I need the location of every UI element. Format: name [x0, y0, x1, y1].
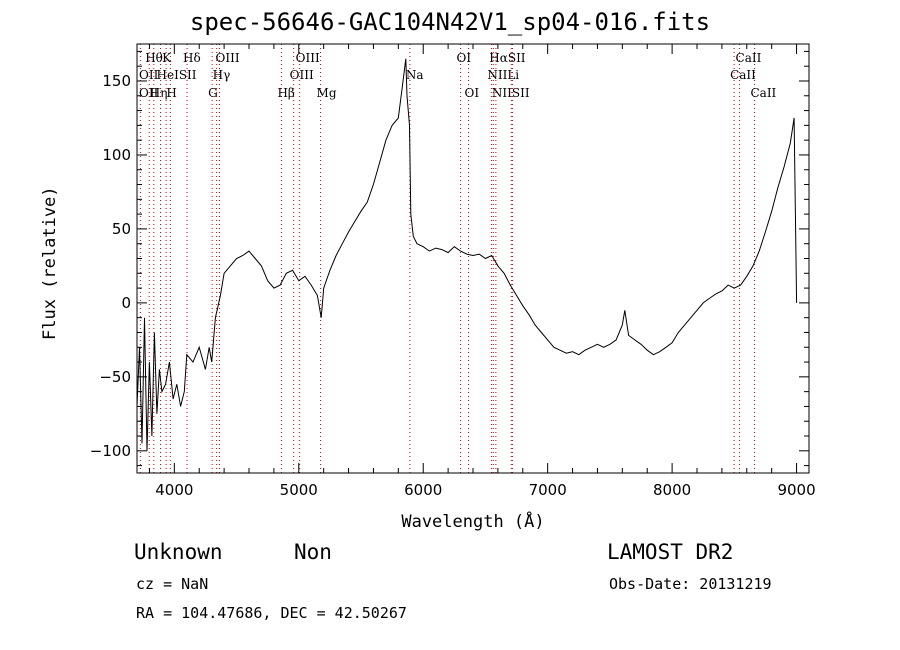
series-layer — [136, 58, 798, 451]
x-tick-label: 5000 — [280, 481, 318, 499]
cz-value: cz = NaN — [136, 575, 209, 593]
y-axis-label: Flux (relative) — [40, 186, 60, 340]
spectral-line-label: G — [208, 86, 218, 100]
spectral-line-label: OI — [465, 86, 480, 100]
chart-title: spec-56646-GAC104N42V1_sp04-016.fits — [189, 8, 711, 36]
spectral-line-label: Hη — [150, 86, 168, 100]
x-tick-label: 8000 — [653, 481, 691, 499]
spectral-line-label: Hγ — [213, 68, 231, 82]
survey-label: LAMOST DR2 — [607, 540, 734, 564]
spectral-line-label: Mg — [317, 86, 337, 100]
spectral-line-label: NIISII — [492, 86, 530, 100]
spectral-line-label: Hθ — [145, 51, 163, 65]
coordinates: RA = 104.47686, DEC = 42.50267 — [136, 604, 407, 622]
spectral-line-label: HαSII — [489, 51, 526, 65]
spectral-line-label: OIII — [216, 51, 240, 65]
x-axis-label: Wavelength (Å) — [401, 512, 545, 532]
x-tick-label: 4000 — [155, 481, 193, 499]
spectral-line-label: Hδ — [183, 51, 201, 65]
y-tick-label: 100 — [102, 146, 131, 164]
spectral-line-label: OIII — [296, 51, 320, 65]
x-tick-label: 9000 — [777, 481, 815, 499]
spectral-line-label: CaII — [730, 68, 756, 82]
y-axis: −100 −50 0 50 100 150 — [90, 50, 809, 467]
spectral-line-label: OII — [139, 68, 159, 82]
y-tick-label: −100 — [90, 442, 131, 460]
obs-date: Obs-Date: 20131219 — [609, 575, 772, 593]
y-tick-label: −50 — [99, 368, 131, 386]
spectral-line-label: NII — [487, 68, 507, 82]
spectrum-line — [136, 58, 798, 451]
x-tick-label: 7000 — [529, 481, 567, 499]
spectral-line-label: CaII — [736, 51, 762, 65]
spectral-line-label: OIII — [290, 68, 314, 82]
spectral-line-label: HeISII — [157, 68, 197, 82]
y-tick-label: 50 — [112, 220, 131, 238]
y-tick-label: 150 — [102, 72, 131, 90]
spectral-line-label: Li — [507, 68, 519, 82]
spectral-line-label: OI — [457, 51, 472, 65]
subclass-label: Non — [294, 540, 332, 564]
spectral-line-label: H — [166, 86, 176, 100]
x-axis: 4000 5000 6000 7000 8000 9000 — [148, 44, 816, 499]
spectral-line-label: K — [162, 51, 172, 65]
y-tick-label: 0 — [121, 294, 131, 312]
spectral-line-label: Hβ — [277, 86, 294, 100]
spectral-line-label: Na — [406, 68, 424, 82]
spectral-line-label: CaII — [750, 86, 776, 100]
spectral-line-label: OII — [139, 86, 159, 100]
x-tick-label: 6000 — [404, 481, 442, 499]
plot-frame — [136, 43, 810, 474]
class-label: Unknown — [134, 540, 223, 564]
line-markers — [139, 44, 755, 473]
